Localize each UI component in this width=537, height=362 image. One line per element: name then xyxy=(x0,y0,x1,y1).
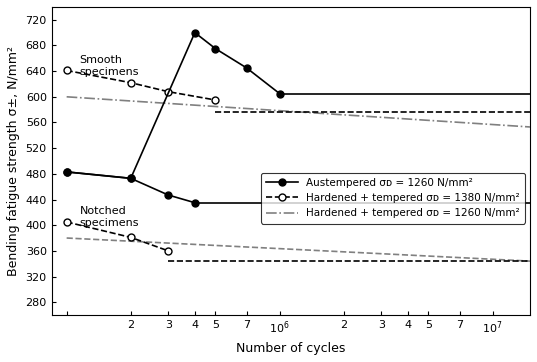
Austempered σᴅ = 1260 N/mm² xyxy=(212,46,219,51)
Line: Austempered σᴅ = 1260 N/mm²: Austempered σᴅ = 1260 N/mm² xyxy=(63,29,283,182)
Legend: Austempered σᴅ = 1260 N/mm², Hardened + tempered σᴅ = 1380 N/mm², Hardened + tem: Austempered σᴅ = 1260 N/mm², Hardened + … xyxy=(261,173,525,224)
X-axis label: Number of cycles: Number of cycles xyxy=(236,342,345,355)
Hardened + tempered σᴅ = 1380 N/mm² xyxy=(165,89,171,94)
Austempered σᴅ = 1260 N/mm² xyxy=(277,92,283,96)
Text: Smooth
specimens: Smooth specimens xyxy=(79,55,139,77)
Austempered σᴅ = 1260 N/mm² xyxy=(63,170,70,174)
Y-axis label: Bending fatigue strength σ±, N/mm²: Bending fatigue strength σ±, N/mm² xyxy=(7,46,20,276)
Austempered σᴅ = 1260 N/mm² xyxy=(243,66,250,70)
Line: Hardened + tempered σᴅ = 1380 N/mm²: Hardened + tempered σᴅ = 1380 N/mm² xyxy=(63,67,219,104)
Hardened + tempered σᴅ = 1380 N/mm² xyxy=(127,80,134,85)
Hardened + tempered σᴅ = 1380 N/mm² xyxy=(63,68,70,73)
Hardened + tempered σᴅ = 1380 N/mm² xyxy=(212,98,219,102)
Austempered σᴅ = 1260 N/mm² xyxy=(192,30,198,35)
Text: Notched
specimens: Notched specimens xyxy=(79,206,139,228)
Austempered σᴅ = 1260 N/mm² xyxy=(127,176,134,181)
